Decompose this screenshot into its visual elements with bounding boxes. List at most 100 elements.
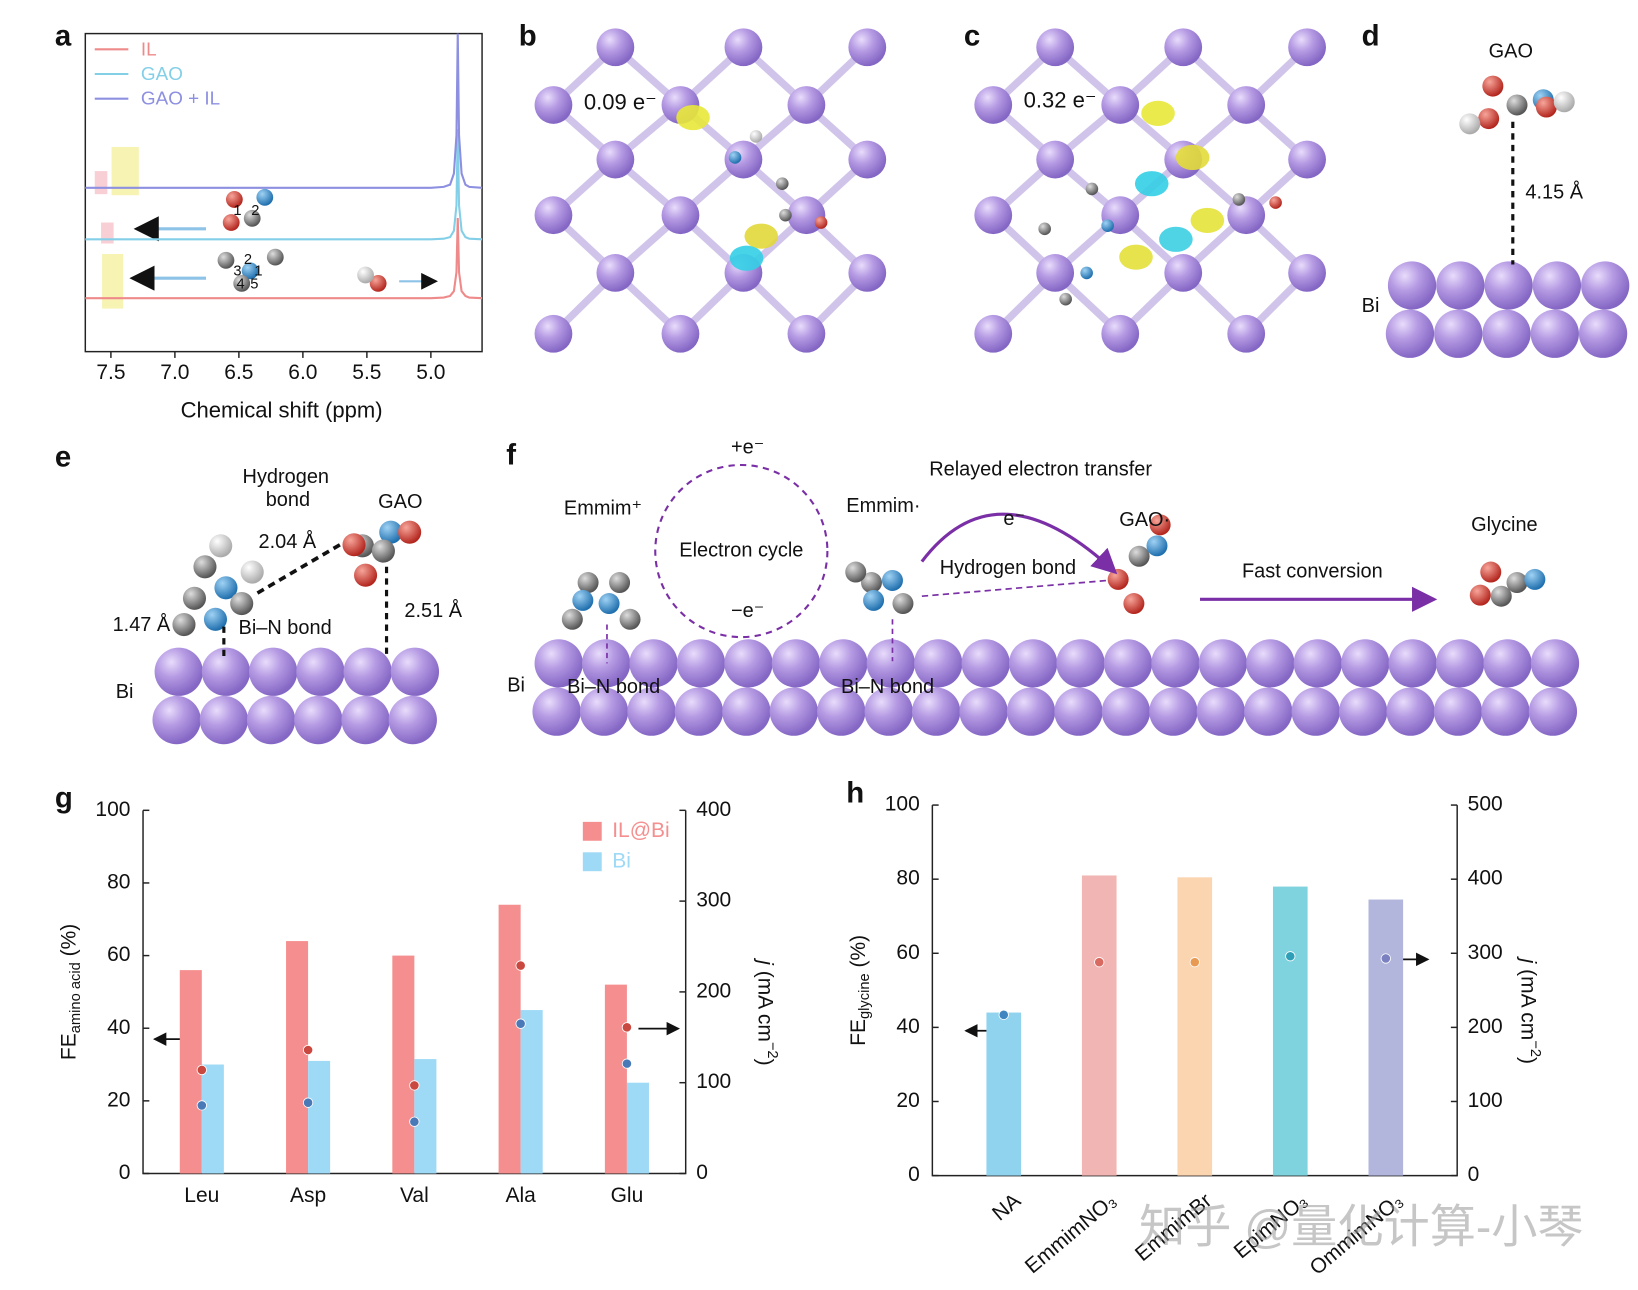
atom	[1101, 86, 1140, 124]
hbond-label: Hydrogen	[243, 466, 329, 488]
y2-tick-label: 0	[696, 1161, 708, 1184]
decorations	[94, 28, 1630, 1046]
hbond-line	[256, 541, 345, 595]
atom	[817, 687, 866, 736]
hbond-arrow	[921, 579, 1108, 598]
y-tick-label: 0	[908, 1163, 920, 1186]
atom	[217, 251, 235, 269]
spectrum	[85, 218, 483, 300]
atom	[369, 275, 387, 292]
atom	[152, 695, 201, 745]
atom	[1059, 292, 1072, 306]
atom	[596, 254, 635, 292]
dot	[409, 1080, 420, 1091]
bar	[498, 904, 521, 1174]
atom	[209, 534, 233, 558]
atom	[561, 608, 583, 630]
cycle-label: +e⁻	[731, 436, 764, 458]
atom	[1054, 687, 1103, 736]
bar	[626, 1082, 649, 1174]
atom	[390, 647, 440, 696]
label-part: j	[1517, 956, 1540, 965]
atom	[914, 639, 963, 688]
species-label: GAO·	[1119, 509, 1170, 531]
atom	[266, 248, 284, 266]
y-axis-label: FEglycine (%)	[846, 935, 873, 1046]
species-label: Emmim·	[846, 495, 920, 517]
atom	[1244, 687, 1293, 736]
atom	[1198, 639, 1248, 688]
atom	[787, 314, 826, 353]
atom	[294, 695, 343, 745]
atom	[1483, 639, 1532, 688]
atom	[1006, 687, 1056, 736]
atom-index: 4	[237, 276, 245, 292]
atom	[598, 593, 620, 615]
atom	[1387, 261, 1437, 310]
atom	[661, 314, 700, 353]
atom	[722, 687, 771, 736]
atom	[724, 639, 773, 688]
atom	[249, 647, 298, 696]
atom	[214, 576, 238, 600]
y2-tick-label: 400	[696, 798, 731, 821]
atom	[193, 555, 217, 579]
label-part: glycine	[857, 973, 873, 1019]
species-label: Glycine	[1471, 514, 1537, 536]
atom	[1149, 514, 1171, 536]
atom	[1085, 182, 1099, 196]
atom	[819, 639, 868, 688]
charge-blob	[729, 245, 764, 271]
atom	[627, 687, 676, 736]
x-tick-label: 7.0	[160, 361, 189, 384]
atom	[974, 196, 1013, 235]
atom	[1530, 309, 1579, 358]
atom	[534, 639, 583, 688]
atom	[1293, 639, 1342, 688]
legend-label: IL@Bi	[612, 819, 669, 842]
charge-blob	[1175, 144, 1210, 171]
bond-label: Bi–N bond	[239, 617, 332, 639]
legend-swatch	[582, 852, 602, 872]
highlight	[101, 222, 114, 244]
atom	[1288, 254, 1326, 292]
bar	[604, 984, 627, 1174]
charge-blob	[1119, 244, 1153, 270]
bar	[392, 955, 415, 1174]
atom	[629, 639, 678, 688]
atom	[233, 275, 251, 292]
atom	[1288, 28, 1326, 67]
atom	[848, 28, 887, 67]
x-tick-label: Leu	[184, 1184, 219, 1207]
label-part: )	[754, 1059, 777, 1066]
panel-letter: g	[55, 782, 73, 815]
atom	[1269, 196, 1282, 209]
atom	[749, 130, 763, 143]
atom	[203, 607, 228, 631]
atom	[256, 188, 274, 206]
molecule-label: GAO	[1489, 41, 1533, 63]
charge-label: 0.09 e⁻	[584, 90, 657, 115]
dot	[196, 1064, 207, 1076]
atom	[866, 639, 915, 688]
atom	[1080, 266, 1093, 280]
cycle-label: Electron cycle	[679, 539, 803, 561]
x-tick-label: Val	[400, 1184, 429, 1207]
label-part: (%)	[846, 935, 869, 973]
y-tick-label: 20	[107, 1088, 130, 1111]
atom	[1506, 572, 1528, 594]
dot	[1380, 953, 1391, 964]
atom	[1433, 687, 1483, 736]
x-axis-label: Chemical shift (ppm)	[181, 397, 383, 422]
electron-label: e⁻	[1003, 508, 1025, 530]
atom	[1341, 639, 1390, 688]
relay-arrow	[920, 512, 1118, 575]
y2-tick-label: 400	[1468, 867, 1503, 890]
atom	[225, 191, 243, 208]
cycle-label: −e⁻	[731, 600, 764, 622]
atom	[848, 254, 887, 292]
atom	[1103, 639, 1153, 688]
atom	[1151, 639, 1200, 688]
atom	[609, 572, 631, 594]
